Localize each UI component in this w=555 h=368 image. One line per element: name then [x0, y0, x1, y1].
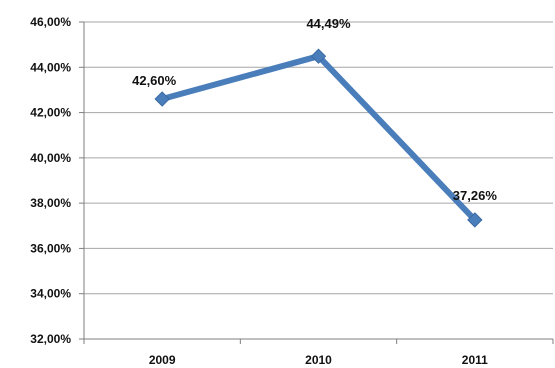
y-tick-label: 34,00%	[30, 287, 71, 301]
y-tick-label: 40,00%	[30, 151, 71, 165]
data-point-marker	[467, 212, 483, 228]
data-label: 44,49%	[306, 16, 351, 31]
y-tick-label: 46,00%	[30, 15, 71, 29]
y-axis-ticks: 46,00% 44,00% 42,00% 40,00% 38,00% 36,00% 34,0…	[30, 15, 84, 346]
data-labels: 42,60% 44,49% 37,26%	[132, 16, 497, 203]
series-line	[159, 53, 478, 223]
y-tick-label: 42,00%	[30, 106, 71, 120]
data-point-marker	[154, 91, 170, 107]
x-axis-ticks: 2009 2010 2011	[83, 339, 554, 367]
data-label: 42,60%	[132, 73, 177, 88]
series	[154, 48, 483, 228]
data-point-marker	[310, 48, 327, 64]
x-tick-label: 2009	[149, 353, 176, 367]
y-tick-label: 32,00%	[30, 332, 71, 346]
x-tick-label: 2011	[462, 353, 488, 367]
y-tick-label: 38,00%	[30, 196, 71, 210]
gridlines	[84, 21, 553, 295]
x-tick-label: 2010	[305, 353, 332, 367]
data-label: 37,26%	[453, 188, 498, 203]
y-tick-label: 36,00%	[30, 241, 71, 255]
y-tick-label: 44,00%	[30, 60, 71, 74]
axes	[83, 22, 553, 340]
